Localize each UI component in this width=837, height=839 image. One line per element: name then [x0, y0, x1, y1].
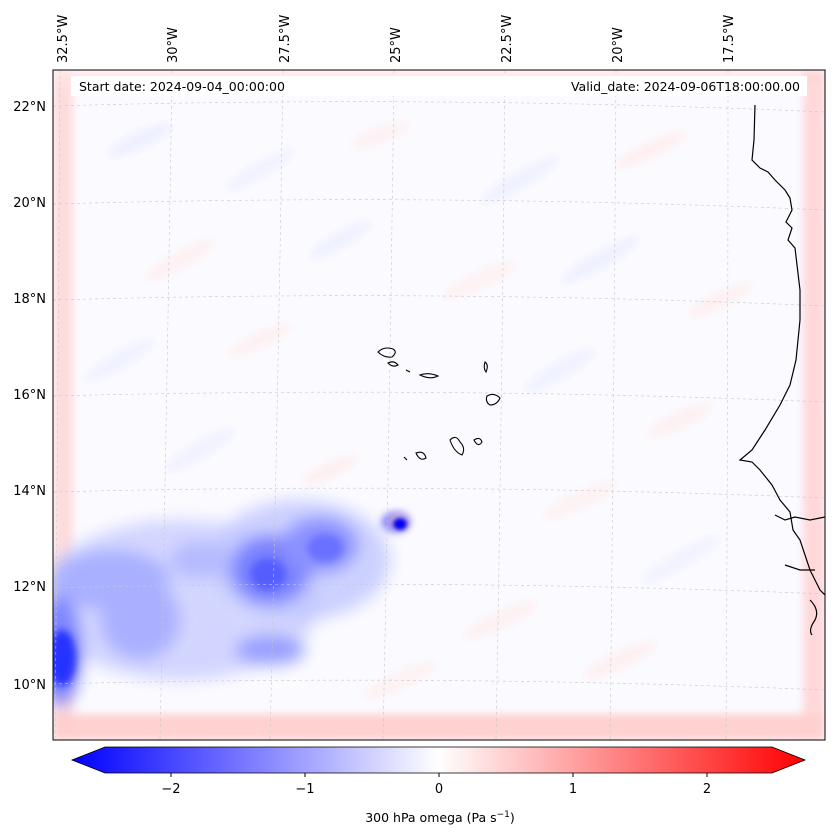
- lon-label: 27.5°W: [278, 15, 293, 63]
- isolated-cell: [388, 513, 408, 531]
- lon-label: 30°W: [166, 27, 181, 63]
- weak-omega-field: [85, 122, 752, 699]
- colorbar-body: [70, 746, 807, 774]
- lat-label: 14°N: [13, 484, 46, 499]
- colorbar-tick-label: 0: [435, 782, 443, 797]
- lon-label: 25°W: [389, 27, 404, 63]
- lat-label: 10°N: [13, 678, 46, 693]
- lat-label: 16°N: [13, 388, 46, 403]
- lon-label: 22.5°W: [500, 15, 515, 63]
- colorbar-title-main: 300 hPa omega (Pa s: [365, 810, 496, 825]
- colorbar-tick-label: 2: [703, 782, 711, 797]
- lat-label: 12°N: [13, 580, 46, 595]
- colorbar: −2 −1 0 1 2 300 hPa omega (Pa s−1): [70, 746, 807, 825]
- colorbar-title-sup: −1: [497, 810, 510, 820]
- graticule: [53, 70, 825, 740]
- colorbar-title-end: ): [510, 810, 515, 825]
- lon-label: 32.5°W: [56, 15, 71, 63]
- colorbar-title: 300 hPa omega (Pa s−1): [365, 810, 515, 825]
- colorbar-tick-label: −2: [161, 782, 180, 797]
- map-panel: Start date: 2024-09-04_00:00:00 Valid_da…: [53, 70, 825, 740]
- colorbar-ticks: [170, 773, 708, 777]
- longitude-labels: 32.5°W 30°W 27.5°W 25°W 22.5°W 20°W 17.5…: [56, 15, 737, 63]
- map-frame: [52, 69, 826, 741]
- lat-label: 20°N: [13, 196, 46, 211]
- islands: [377, 347, 501, 461]
- valid-date-label: Valid_date: 2024-09-06T18:00:00.00: [571, 79, 800, 94]
- lon-label: 17.5°W: [722, 15, 737, 63]
- coastline: [738, 104, 825, 636]
- date-info-box: Start date: 2024-09-04_00:00:00 Valid_da…: [71, 76, 807, 96]
- lat-label: 18°N: [13, 292, 46, 307]
- start-date-label: Start date: 2024-09-04_00:00:00: [79, 79, 285, 94]
- lat-label: 22°N: [13, 100, 46, 115]
- latitude-labels: 22°N 20°N 18°N 16°N 14°N 12°N 10°N: [13, 100, 46, 693]
- colorbar-tick-label: −1: [295, 782, 314, 797]
- lon-label: 20°W: [611, 27, 626, 63]
- colorbar-tick-label: 1: [569, 782, 577, 797]
